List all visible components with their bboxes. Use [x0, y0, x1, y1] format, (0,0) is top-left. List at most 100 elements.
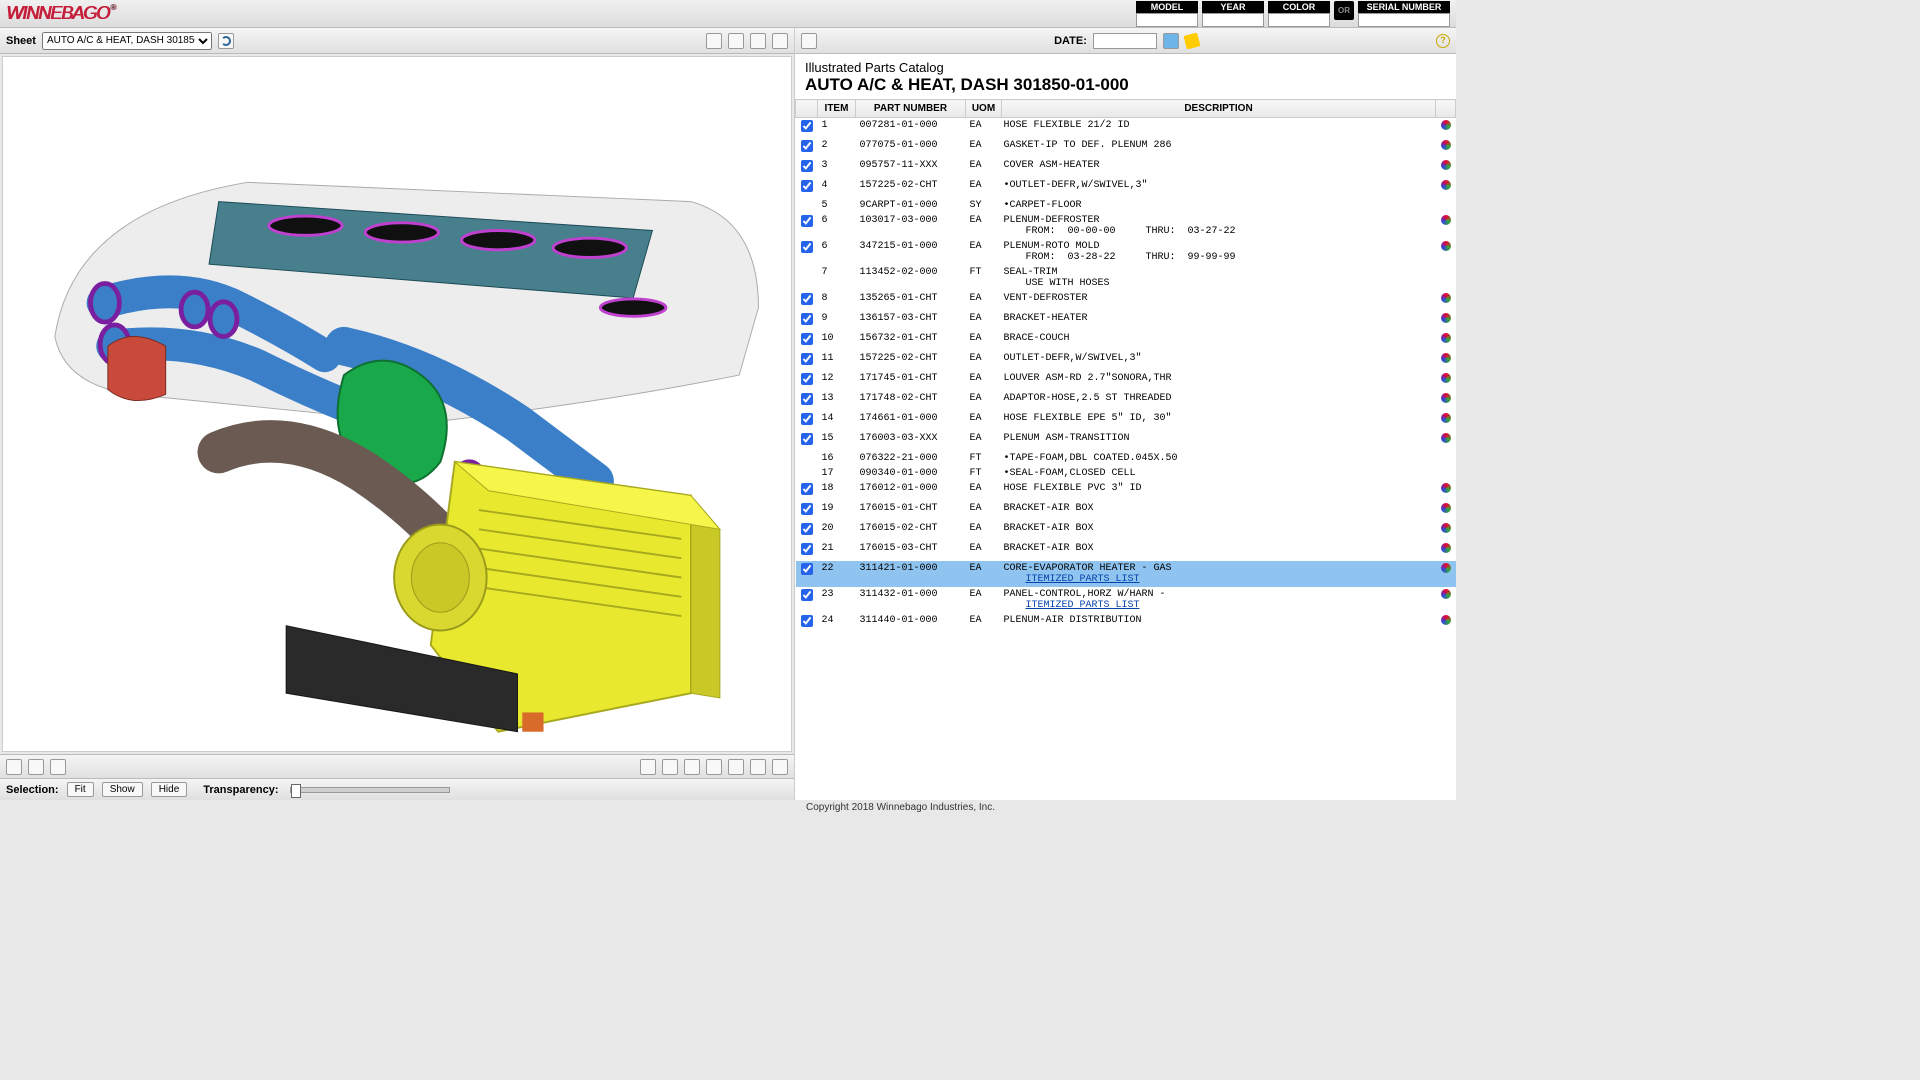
table-row[interactable]: 22311421-01-000EACORE-EVAPORATOR HEATER … — [796, 561, 1456, 587]
table-row[interactable]: 11157225-02-CHTEAOUTLET-DEFR,W/SWIVEL,3" — [796, 351, 1456, 371]
tool-icon-3[interactable] — [750, 33, 766, 49]
color-dot-icon[interactable] — [1441, 503, 1451, 513]
color-dot-icon[interactable] — [1441, 293, 1451, 303]
table-row[interactable]: 23311432-01-000EAPANEL-CONTROL,HORZ W/HA… — [796, 587, 1456, 613]
tool-icon-2[interactable] — [728, 33, 744, 49]
row-checkbox[interactable] — [801, 160, 813, 172]
layout-icon-5[interactable] — [728, 759, 744, 775]
color-dot-icon[interactable] — [1441, 373, 1451, 383]
print-icon[interactable] — [801, 33, 817, 49]
layout-icon-6[interactable] — [750, 759, 766, 775]
table-row[interactable]: 18176012-01-000EAHOSE FLEXIBLE PVC 3" ID — [796, 481, 1456, 501]
table-row[interactable]: 16076322-21-000FT•TAPE-FOAM,DBL COATED.0… — [796, 451, 1456, 466]
layout-icon-4[interactable] — [706, 759, 722, 775]
refresh-icon[interactable] — [218, 33, 234, 49]
row-checkbox[interactable] — [801, 393, 813, 405]
hide-button[interactable]: Hide — [151, 782, 188, 797]
row-checkbox[interactable] — [801, 563, 813, 575]
table-row[interactable]: 10156732-01-CHTEABRACE-COUCH — [796, 331, 1456, 351]
row-checkbox[interactable] — [801, 241, 813, 253]
row-checkbox[interactable] — [801, 140, 813, 152]
row-checkbox[interactable] — [801, 373, 813, 385]
table-row[interactable]: 1007281-01-000EAHOSE FLEXIBLE 21/2 ID — [796, 118, 1456, 139]
table-row[interactable]: 14174661-01-000EAHOSE FLEXIBLE EPE 5" ID… — [796, 411, 1456, 431]
tool-icon-1[interactable] — [706, 33, 722, 49]
row-checkbox[interactable] — [801, 433, 813, 445]
table-row[interactable]: 4157225-02-CHTEA•OUTLET-DEFR,W/SWIVEL,3" — [796, 178, 1456, 198]
table-row[interactable]: 19176015-01-CHTEABRACKET-AIR BOX — [796, 501, 1456, 521]
color-dot-icon[interactable] — [1441, 140, 1451, 150]
color-dot-icon[interactable] — [1441, 215, 1451, 225]
table-row[interactable]: 13171748-02-CHTEAADAPTOR-HOSE,2.5 ST THR… — [796, 391, 1456, 411]
color-dot-icon[interactable] — [1441, 433, 1451, 443]
color-dot-icon[interactable] — [1441, 483, 1451, 493]
color-dot-icon[interactable] — [1441, 333, 1451, 343]
row-checkbox[interactable] — [801, 543, 813, 555]
table-row[interactable]: 59CARPT-01-000SY•CARPET-FLOOR — [796, 198, 1456, 213]
table-row[interactable]: 7113452-02-000FTSEAL-TRIMUSE WITH HOSES — [796, 265, 1456, 291]
serial-input[interactable] — [1358, 13, 1450, 27]
color-dot-icon[interactable] — [1441, 160, 1451, 170]
itemized-link[interactable]: ITEMIZED PARTS LIST — [1026, 574, 1140, 585]
row-checkbox[interactable] — [801, 293, 813, 305]
color-dot-icon[interactable] — [1441, 393, 1451, 403]
color-dot-icon[interactable] — [1441, 615, 1451, 625]
sheet-select[interactable]: AUTO A/C & HEAT, DASH 301850-01-000 — [42, 32, 212, 50]
row-checkbox[interactable] — [801, 353, 813, 365]
table-row[interactable]: 24311440-01-000EAPLENUM-AIR DISTRIBUTION — [796, 613, 1456, 633]
row-checkbox[interactable] — [801, 483, 813, 495]
color-dot-icon[interactable] — [1441, 523, 1451, 533]
color-dot-icon[interactable] — [1441, 241, 1451, 251]
fit-button[interactable]: Fit — [67, 782, 94, 797]
layout-icon-1[interactable] — [640, 759, 656, 775]
tool-icon-4[interactable] — [772, 33, 788, 49]
transparency-slider[interactable] — [290, 787, 450, 793]
help-icon[interactable]: ? — [1436, 34, 1450, 48]
table-row[interactable]: 17090340-01-000FT•SEAL-FOAM,CLOSED CELL — [796, 466, 1456, 481]
table-row[interactable]: 15176003-03-XXXEAPLENUM ASM-TRANSITION — [796, 431, 1456, 451]
table-row[interactable]: 6347215-01-000EAPLENUM-ROTO MOLDFROM: 03… — [796, 239, 1456, 265]
itemized-link[interactable]: ITEMIZED PARTS LIST — [1026, 600, 1140, 611]
row-checkbox[interactable] — [801, 120, 813, 132]
color-dot-icon[interactable] — [1441, 543, 1451, 553]
view-icon-2[interactable] — [28, 759, 44, 775]
color-dot-icon[interactable] — [1441, 120, 1451, 130]
calendar-icon[interactable] — [1163, 33, 1179, 49]
color-dot-icon[interactable] — [1441, 353, 1451, 363]
color-dot-icon[interactable] — [1441, 589, 1451, 599]
row-checkbox[interactable] — [801, 615, 813, 627]
layout-icon-7[interactable] — [772, 759, 788, 775]
color-dot-icon[interactable] — [1441, 313, 1451, 323]
table-row[interactable]: 8135265-01-CHTEAVENT-DEFROSTER — [796, 291, 1456, 311]
date-input[interactable] — [1093, 33, 1157, 49]
row-checkbox[interactable] — [801, 333, 813, 345]
row-checkbox[interactable] — [801, 215, 813, 227]
layout-icon-2[interactable] — [662, 759, 678, 775]
row-checkbox[interactable] — [801, 313, 813, 325]
row-checkbox[interactable] — [801, 523, 813, 535]
show-button[interactable]: Show — [102, 782, 143, 797]
color-input[interactable] — [1268, 13, 1330, 27]
copyright: Copyright 2018 Winnebago Industries, Inc… — [0, 800, 1456, 816]
layout-icon-3[interactable] — [684, 759, 700, 775]
year-input[interactable] — [1202, 13, 1264, 27]
3d-canvas[interactable] — [2, 56, 792, 752]
view-icon-3[interactable] — [50, 759, 66, 775]
table-row[interactable]: 12171745-01-CHTEALOUVER ASM-RD 2.7"SONOR… — [796, 371, 1456, 391]
row-checkbox[interactable] — [801, 180, 813, 192]
model-input[interactable] — [1136, 13, 1198, 27]
table-row[interactable]: 2077075-01-000EAGASKET-IP TO DEF. PLENUM… — [796, 138, 1456, 158]
view-icon-1[interactable] — [6, 759, 22, 775]
color-dot-icon[interactable] — [1441, 180, 1451, 190]
row-checkbox[interactable] — [801, 413, 813, 425]
table-row[interactable]: 6103017-03-000EAPLENUM-DEFROSTERFROM: 00… — [796, 213, 1456, 239]
table-row[interactable]: 20176015-02-CHTEABRACKET-AIR BOX — [796, 521, 1456, 541]
table-row[interactable]: 21176015-03-CHTEABRACKET-AIR BOX — [796, 541, 1456, 561]
color-dot-icon[interactable] — [1441, 563, 1451, 573]
table-row[interactable]: 3095757-11-XXXEACOVER ASM-HEATER — [796, 158, 1456, 178]
row-checkbox[interactable] — [801, 503, 813, 515]
pin-icon[interactable] — [1183, 32, 1200, 49]
row-checkbox[interactable] — [801, 589, 813, 601]
table-row[interactable]: 9136157-03-CHTEABRACKET-HEATER — [796, 311, 1456, 331]
color-dot-icon[interactable] — [1441, 413, 1451, 423]
